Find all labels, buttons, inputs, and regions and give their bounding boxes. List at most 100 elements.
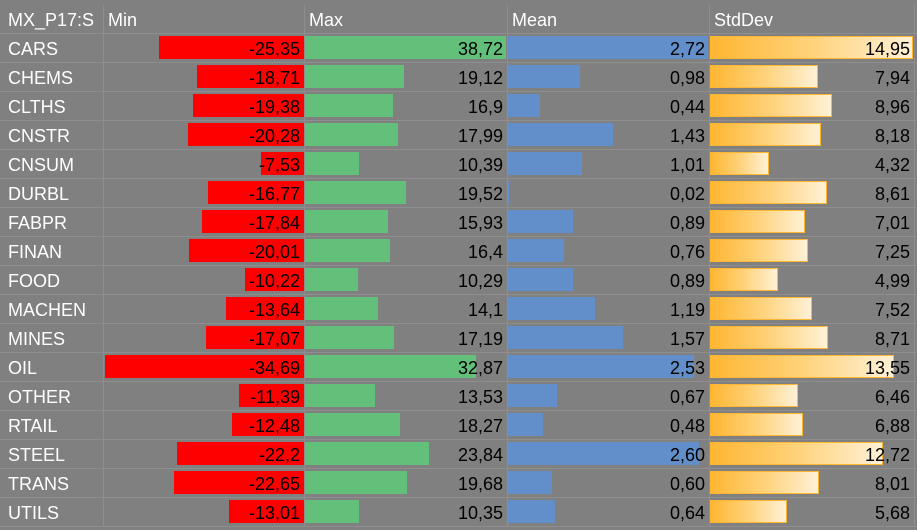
mean-value: 0,48 [669,416,705,436]
row-label-cell[interactable]: OTHER [0,382,104,410]
max-cell[interactable]: 32,87 [305,353,508,381]
min-value: -7,53 [258,155,300,175]
mean-cell[interactable]: 0,48 [508,411,710,439]
mean-cell[interactable]: 0,89 [508,208,710,236]
min-cell[interactable]: -13,64 [104,295,305,323]
row-label-cell[interactable]: CLTHS [0,92,104,120]
max-data-bar [305,384,375,407]
row-label-cell[interactable]: CNSTR [0,121,104,149]
mean-cell[interactable]: 2,72 [508,34,710,62]
row-label-cell[interactable]: CNSUM [0,150,104,178]
max-cell[interactable]: 19,52 [305,179,508,207]
min-cell[interactable]: -22,2 [104,440,305,468]
min-cell[interactable]: -20,01 [104,237,305,265]
row-label-cell[interactable]: RTAIL [0,411,104,439]
stddev-cell[interactable]: 6,88 [710,411,915,439]
mean-cell[interactable]: 0,64 [508,498,710,526]
min-cell[interactable]: -12,48 [104,411,305,439]
header-stddev-cell[interactable]: StdDev [710,5,915,33]
min-cell[interactable]: -16,77 [104,179,305,207]
stddev-cell[interactable]: 4,32 [710,150,915,178]
stddev-cell[interactable]: 14,95 [710,34,915,62]
row-label-cell[interactable]: OIL [0,353,104,381]
min-cell[interactable]: -13,01 [104,498,305,526]
stddev-cell[interactable]: 7,25 [710,237,915,265]
row-label-cell[interactable]: CARS [0,34,104,62]
mean-cell[interactable]: 0,76 [508,237,710,265]
min-cell[interactable]: -17,84 [104,208,305,236]
stddev-cell[interactable]: 13,55 [710,353,915,381]
min-cell[interactable]: -11,39 [104,382,305,410]
min-cell[interactable]: -17,07 [104,324,305,352]
min-cell[interactable]: -25,35 [104,34,305,62]
row-label-cell[interactable]: CHEMS [0,63,104,91]
mean-cell[interactable]: 0,02 [508,179,710,207]
max-cell[interactable]: 19,68 [305,469,508,497]
max-cell[interactable]: 10,29 [305,266,508,294]
stddev-cell[interactable]: 4,99 [710,266,915,294]
max-value: 10,35 [457,503,503,523]
stddev-cell[interactable]: 8,61 [710,179,915,207]
min-cell[interactable]: -34,69 [104,353,305,381]
stddev-cell[interactable]: 5,68 [710,498,915,526]
mean-cell[interactable]: 0,44 [508,92,710,120]
stddev-cell[interactable]: 7,94 [710,63,915,91]
row-label-cell[interactable]: DURBL [0,179,104,207]
max-cell[interactable]: 17,99 [305,121,508,149]
mean-cell[interactable]: 2,53 [508,353,710,381]
min-cell[interactable]: -20,28 [104,121,305,149]
max-cell[interactable]: 14,1 [305,295,508,323]
mean-cell[interactable]: 0,60 [508,469,710,497]
max-cell[interactable]: 16,4 [305,237,508,265]
header-mean-cell[interactable]: Mean [508,5,710,33]
min-cell[interactable]: -18,71 [104,63,305,91]
max-cell[interactable]: 16,9 [305,92,508,120]
max-value: 15,93 [457,213,503,233]
row-label-cell[interactable]: TRANS [0,469,104,497]
stddev-cell[interactable]: 12,72 [710,440,915,468]
max-cell[interactable]: 19,12 [305,63,508,91]
max-cell[interactable]: 13,53 [305,382,508,410]
min-cell[interactable]: -7,53 [104,150,305,178]
stddev-cell[interactable]: 8,71 [710,324,915,352]
min-cell[interactable]: -22,65 [104,469,305,497]
header-min-cell[interactable]: Min [104,5,305,33]
max-cell[interactable]: 38,72 [305,34,508,62]
row-label-cell[interactable]: STEEL [0,440,104,468]
min-cell[interactable]: -10,22 [104,266,305,294]
max-cell[interactable]: 10,35 [305,498,508,526]
mean-cell[interactable]: 2,60 [508,440,710,468]
row-label-cell[interactable]: MINES [0,324,104,352]
mean-cell[interactable]: 1,43 [508,121,710,149]
stddev-cell[interactable]: 7,52 [710,295,915,323]
row-label-cell[interactable]: MACHEN [0,295,104,323]
stddev-cell[interactable]: 6,46 [710,382,915,410]
mean-cell[interactable]: 1,57 [508,324,710,352]
row-label-cell[interactable]: FINAN [0,237,104,265]
max-value: 16,9 [467,97,503,117]
max-cell[interactable]: 10,39 [305,150,508,178]
row-label-cell[interactable]: FOOD [0,266,104,294]
header-corner-cell[interactable]: MX_P17:S [0,5,104,33]
stddev-value: 8,01 [874,474,910,494]
mean-cell[interactable]: 1,01 [508,150,710,178]
stddev-cell[interactable]: 8,96 [710,92,915,120]
table-row: FINAN -20,01 16,4 0,76 7,25 [0,237,917,266]
max-cell[interactable]: 18,27 [305,411,508,439]
mean-cell[interactable]: 0,67 [508,382,710,410]
mean-cell[interactable]: 1,19 [508,295,710,323]
max-cell[interactable]: 23,84 [305,440,508,468]
min-cell[interactable]: -19,38 [104,92,305,120]
mean-cell[interactable]: 0,89 [508,266,710,294]
stddev-value: 8,71 [874,329,910,349]
mean-cell[interactable]: 0,98 [508,63,710,91]
header-max-cell[interactable]: Max [305,5,508,33]
row-label-cell[interactable]: UTILS [0,498,104,526]
stddev-cell[interactable]: 8,18 [710,121,915,149]
row-label-cell[interactable]: FABPR [0,208,104,236]
max-data-bar [305,65,404,88]
max-cell[interactable]: 15,93 [305,208,508,236]
stddev-cell[interactable]: 8,01 [710,469,915,497]
stddev-cell[interactable]: 7,01 [710,208,915,236]
max-cell[interactable]: 17,19 [305,324,508,352]
